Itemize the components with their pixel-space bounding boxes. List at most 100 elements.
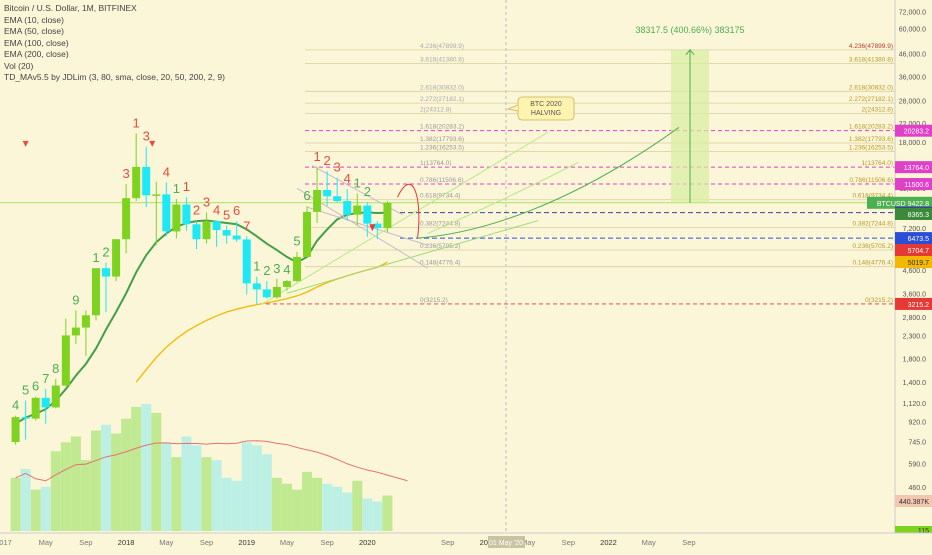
legend-volume[interactable]: Vol (20)	[4, 60, 34, 71]
fib-label-left: 4.236(47899.9)	[420, 43, 464, 50]
fib-label-left: 2.272(27182.1)	[420, 96, 464, 103]
volume-bar	[131, 406, 142, 531]
td-count-label: 1	[92, 250, 99, 265]
price-badge	[895, 161, 932, 174]
price-badge	[895, 124, 932, 137]
td-count-label: 1	[313, 149, 320, 164]
volume-bar	[121, 418, 132, 531]
price-badge-label: 11500.6	[904, 182, 929, 189]
fib-label-right: 3.618(41380.8)	[849, 57, 893, 64]
candle-body	[383, 202, 392, 229]
price-tick-label: 2,300.0	[903, 333, 926, 340]
time-tick-label: Sep	[682, 538, 695, 547]
fib-label-right: 0.618(9734.4)	[853, 193, 893, 200]
td-count-label: 3	[273, 261, 280, 276]
legend-ema50[interactable]: EMA (50, close)	[4, 26, 64, 36]
legend-ema10[interactable]: EMA (10, close)	[4, 14, 64, 25]
volume-bar	[20, 468, 31, 531]
fib-label-right: 0.148(4776.4)	[853, 260, 893, 267]
volume-bar	[80, 460, 91, 531]
price-tick-label: 7,200.0	[903, 226, 926, 233]
time-tick-label: Sep	[79, 538, 92, 547]
volume-bar	[101, 424, 112, 531]
price-badge	[895, 297, 932, 310]
volume-ma-line	[15, 440, 408, 482]
candle-body	[41, 397, 50, 408]
td-count-label: 1	[173, 181, 180, 196]
candle-body	[343, 201, 352, 215]
candle-body	[303, 211, 312, 257]
volume-bar	[10, 477, 21, 531]
fib-label-right: 0.236(5705.2)	[853, 243, 893, 250]
td-count-label: 6	[303, 188, 310, 203]
price-badge	[895, 243, 932, 256]
fib-label-left: 1.236(16253.5)	[420, 145, 464, 152]
price-badge-label: 5019.7	[908, 260, 930, 267]
td-count-label: 1	[183, 179, 190, 194]
td-count-label: 5	[223, 208, 230, 223]
price-tick-label: 4,600.0	[903, 268, 926, 275]
td-count-label: 2	[263, 263, 270, 278]
volume-bar	[372, 501, 383, 531]
candle-body	[192, 224, 201, 240]
volume-bar	[231, 480, 242, 531]
time-tick-label: 2021	[480, 538, 497, 547]
candle-body	[232, 235, 241, 240]
down-arrow-icon	[369, 224, 376, 232]
fib-label-left: 0.236(5705.2)	[420, 243, 460, 250]
candle-body	[71, 327, 80, 336]
time-tick-label: 2018	[118, 538, 135, 547]
candle-body	[363, 205, 372, 224]
candle-body	[132, 166, 141, 199]
td-count-label: 5	[293, 234, 300, 249]
fib-label-left: 0.786(11506.6)	[420, 177, 464, 184]
callout-pointer	[506, 104, 519, 112]
price-badge	[867, 196, 932, 209]
halving-line-1: BTC 2020	[530, 101, 562, 108]
arrow-head-icon	[685, 49, 695, 56]
time-axis	[0, 533, 932, 550]
volume-bar	[332, 486, 343, 531]
legend-ema100[interactable]: EMA (100, close)	[4, 37, 69, 48]
time-tick-label: 2019	[238, 538, 255, 547]
volume-bar	[221, 477, 232, 531]
projection-label: 38317.5 (400.66%) 383175	[635, 25, 744, 35]
fib-label-left: 2.618(30832.0)	[420, 84, 464, 91]
time-tick-label: 2022	[600, 538, 617, 547]
candle-body	[373, 223, 382, 229]
indicator-legend: Bitcoin / U.S. Dollar, 1M, BITFINEX EMA …	[4, 3, 225, 84]
td-count-label: 2	[193, 203, 200, 218]
crosshair-date-badge	[488, 536, 525, 548]
td-count-label: 2	[324, 153, 331, 168]
fib-label-right: 0(3215.2)	[865, 297, 893, 304]
td-count-label: 2	[102, 244, 109, 259]
candle-body	[91, 268, 100, 316]
price-badge-label: 3215.2	[908, 302, 930, 309]
legend-td-ma[interactable]: TD_MAv5.5 by JDLim (3, 80, sma, close, 2…	[4, 72, 225, 82]
price-tick-label: 920.0	[908, 420, 926, 427]
td-count-label: 8	[52, 361, 59, 376]
volume-bar	[261, 454, 272, 531]
volume-bar	[291, 489, 302, 531]
td-count-label: 7	[243, 218, 250, 233]
volume-bar	[251, 445, 262, 531]
volume-bar	[161, 442, 172, 531]
candle-body	[81, 315, 90, 328]
volume-bar	[151, 412, 162, 531]
ema10-line	[15, 211, 388, 425]
fib-label-right: 4.236(47899.9)	[849, 43, 893, 50]
price-tick-label: 1,120.0	[903, 401, 926, 408]
price-tick-label: 1,400.0	[903, 380, 926, 387]
candle-body	[272, 286, 281, 298]
price-badge	[895, 256, 932, 269]
fib-label-right: 1.236(16253.5)	[849, 145, 893, 152]
price-axis	[895, 0, 932, 550]
price-tick-label: 22,000.0	[899, 121, 926, 128]
candle-body	[162, 194, 171, 232]
legend-ema200[interactable]: EMA (200, close)	[4, 49, 69, 59]
td-count-label: 1	[253, 259, 260, 274]
price-badge	[895, 207, 932, 220]
time-tick-label: Sep	[441, 538, 454, 547]
time-tick-label: Sep	[320, 538, 333, 547]
